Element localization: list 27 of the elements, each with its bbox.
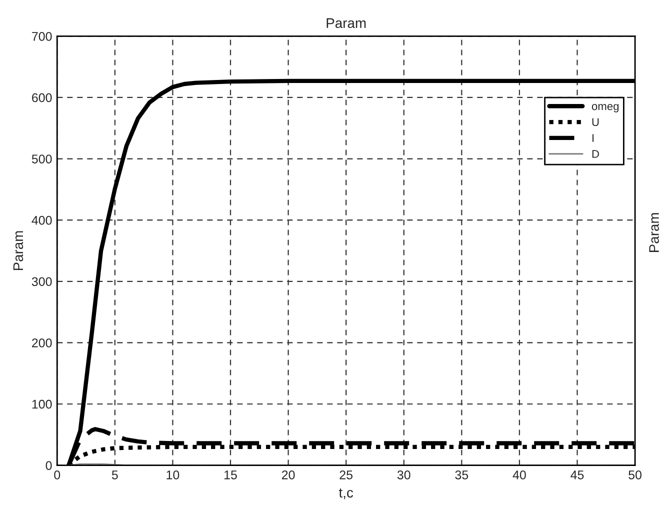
legend-label: I [592, 134, 594, 142]
y-tick-label: 600 [32, 93, 52, 102]
x-tick-label: 40 [512, 470, 526, 480]
x-tick-label: 35 [455, 470, 468, 480]
x-axis-title: t,c [338, 488, 354, 500]
legend-label: U [592, 118, 599, 126]
y-tick-label: 400 [32, 216, 52, 225]
x-tick-label: 0 [54, 470, 60, 480]
x-tick-label: 25 [340, 470, 353, 480]
x-tick-label: 30 [397, 470, 410, 480]
x-tick-label: 5 [112, 470, 118, 480]
x-tick-label: 50 [628, 470, 642, 480]
y-tick-label: 500 [32, 154, 52, 164]
x-tick-label: 15 [224, 470, 237, 480]
x-tick-label: 45 [570, 470, 584, 480]
legend-label: D [592, 150, 599, 158]
y-tick-label: 700 [32, 32, 52, 41]
y-tick-label: 300 [32, 277, 52, 286]
legend-label: omeg [592, 104, 619, 112]
y-tick-label: 200 [32, 338, 52, 348]
chart-title: Param [326, 18, 366, 28]
y-tick-label: 100 [32, 400, 52, 409]
x-tick-label: 20 [282, 470, 295, 480]
y-tick-label: 0 [46, 461, 52, 470]
y-axis-title: Param [13, 231, 24, 270]
text: Param [649, 213, 659, 252]
x-tick-label: 10 [166, 470, 180, 480]
